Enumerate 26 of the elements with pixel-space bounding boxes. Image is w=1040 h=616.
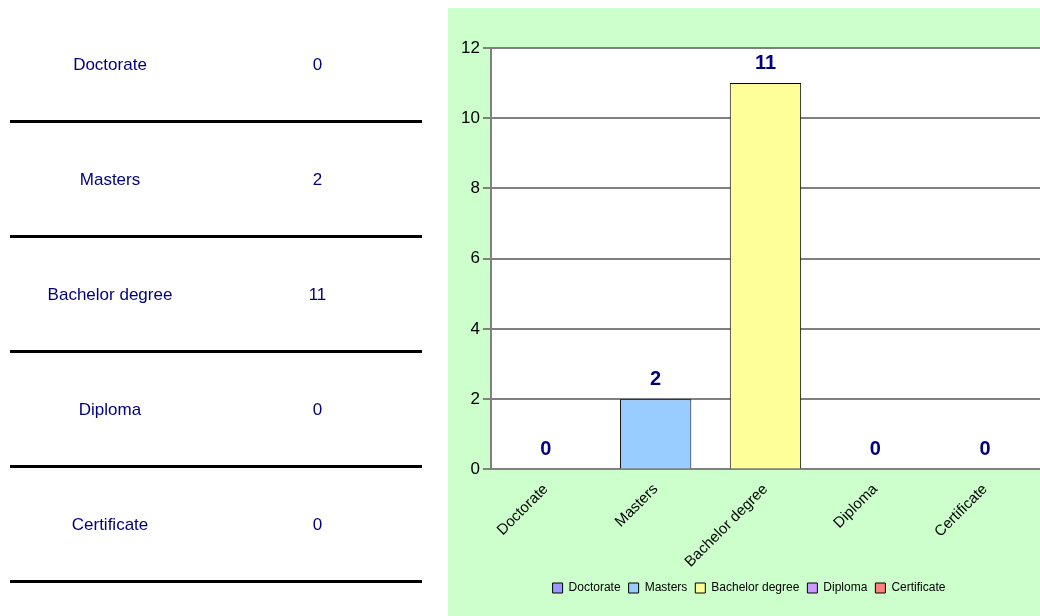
data-label: 0 — [311, 515, 324, 535]
data-label: 11 — [307, 285, 328, 305]
category-label: Doctorate — [72, 55, 148, 75]
y-tick-label: 8 — [470, 178, 480, 198]
category-label: Diploma — [77, 400, 143, 420]
category-label: Bachelor degree — [46, 285, 174, 305]
y-tick-label: 6 — [470, 248, 480, 268]
data-label: 2 — [650, 366, 662, 389]
legend-label: Certificate — [891, 580, 946, 595]
data-label: 0 — [869, 436, 881, 459]
y-tick-label: 0 — [470, 459, 480, 479]
category-label: Masters — [78, 170, 142, 190]
data-label: 0 — [540, 436, 552, 459]
legend-label: Diploma — [823, 580, 868, 595]
legend-label: Doctorate — [568, 580, 621, 595]
y-tick-label: 2 — [470, 388, 480, 408]
data-label: 2 — [311, 170, 324, 190]
data-label: 0 — [311, 400, 324, 420]
data-label: 11 — [754, 50, 777, 73]
legend-label: Bachelor degree — [711, 580, 800, 595]
y-tick-label: 10 — [460, 107, 480, 127]
y-tick-label: 4 — [470, 318, 480, 338]
legend-label: Masters — [644, 580, 688, 595]
y-tick-label: 12 — [460, 37, 480, 57]
data-label: 0 — [311, 55, 324, 75]
data-label: 0 — [979, 436, 991, 459]
